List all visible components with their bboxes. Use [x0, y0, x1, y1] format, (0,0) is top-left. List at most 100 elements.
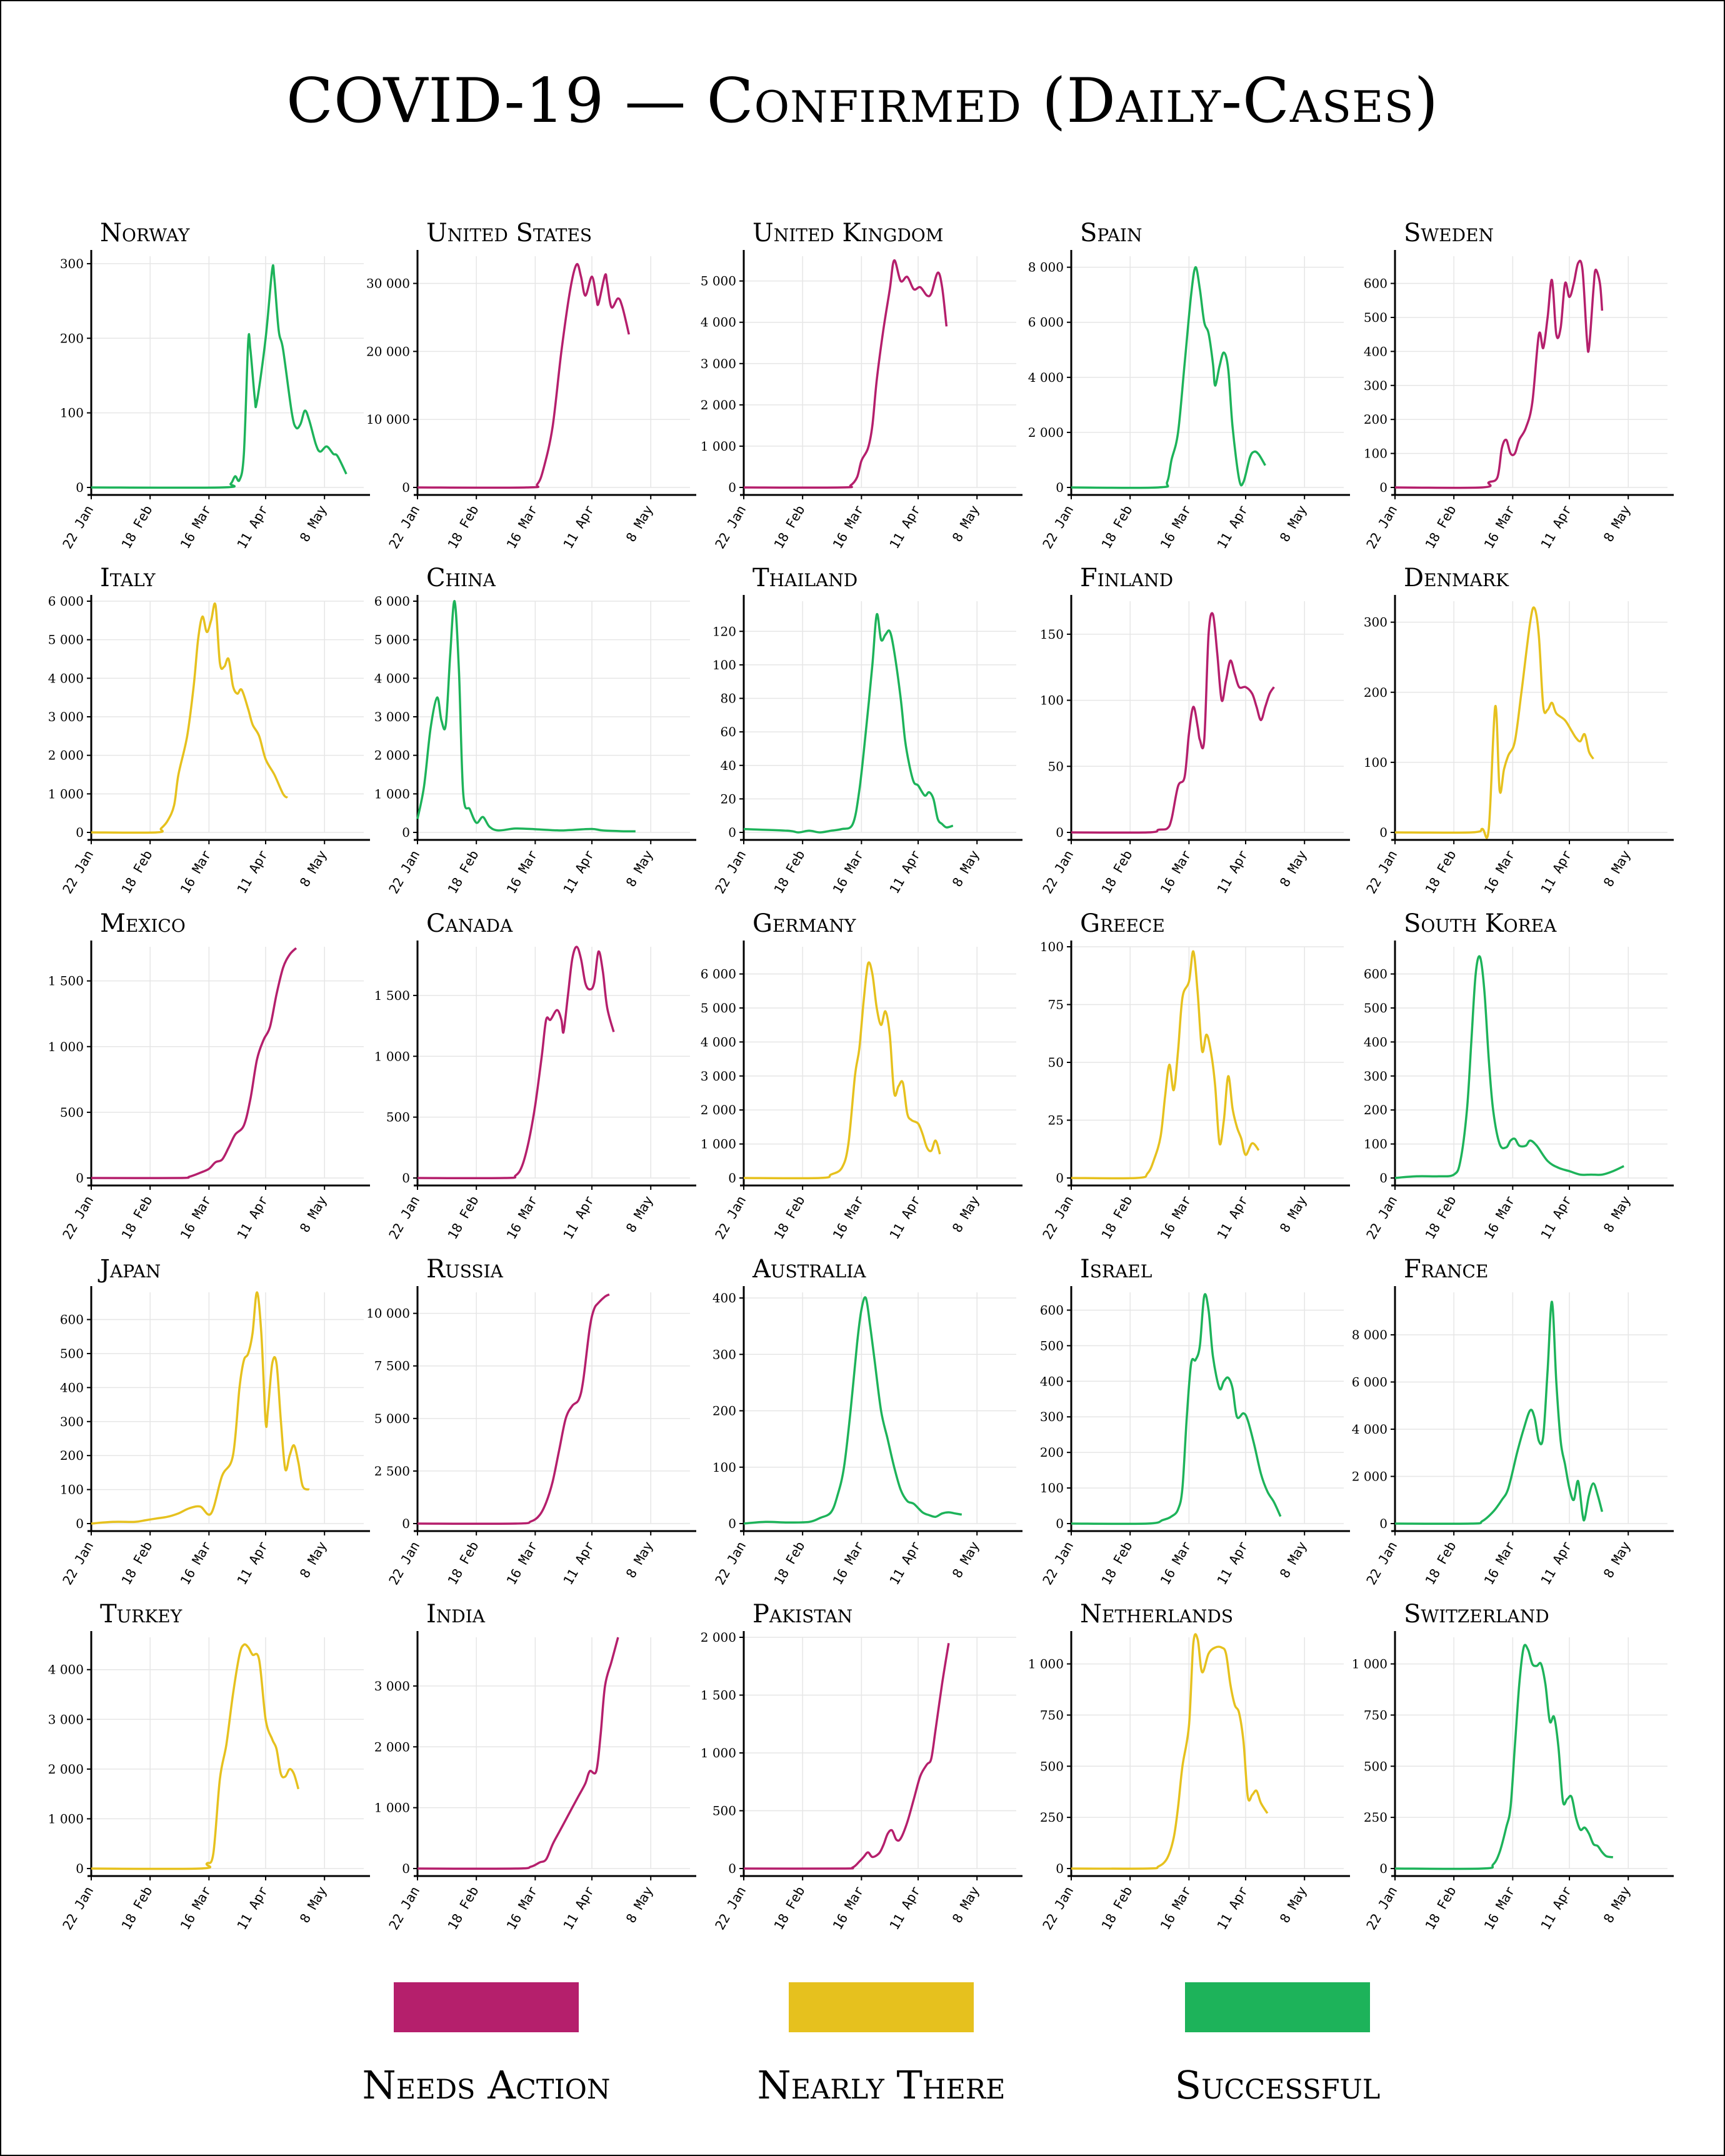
x-tick-label: 16 Mar: [1158, 503, 1194, 552]
y-tick-label: 2 000: [1028, 425, 1064, 440]
series-line-india: [417, 1637, 619, 1870]
series-line-thailand: [743, 613, 954, 834]
y-tick-label: 4 000: [48, 671, 84, 686]
y-tick-label: 300: [712, 1347, 736, 1362]
y-tick-label: 25: [1048, 1113, 1064, 1128]
panel-norway: Norway 0 100 200 300 22 Jan 18 Feb 16 Mar 11 Apr…: [60, 219, 370, 551]
y-tick-label: 500: [1364, 310, 1388, 325]
x-tick-label: 11 Apr: [1538, 1539, 1575, 1588]
x-tick-label: 18 Feb: [1422, 1884, 1459, 1933]
panel-pakistan: Pakistan 0 500 1 000 1 500 2 000 22 Jan 18 Feb 1…: [701, 1600, 1022, 1932]
x-tick-label: 16 Mar: [1158, 1194, 1194, 1242]
x-tick-label: 22 Jan: [1040, 1884, 1077, 1933]
x-tick-label: 18 Feb: [1422, 848, 1459, 897]
y-tick-label: 6 000: [374, 594, 410, 609]
panel-title: Switzerland: [1404, 1600, 1549, 1629]
y-tick-label: 600: [1040, 1302, 1064, 1317]
y-tick-label: 4 000: [701, 315, 736, 330]
y-tick-label: 100: [60, 1482, 84, 1497]
y-tick-label: 500: [1364, 1001, 1388, 1016]
y-tick-label: 1 000: [1028, 1657, 1064, 1672]
x-tick-label: 22 Jan: [386, 1884, 423, 1933]
y-tick-label: 0: [76, 1861, 84, 1876]
y-tick-label: 8 000: [1352, 1327, 1388, 1342]
series-line-norway: [91, 264, 348, 489]
y-tick-label: 60: [721, 724, 736, 739]
x-tick-label: 18 Feb: [119, 503, 156, 552]
x-tick-label: 22 Jan: [60, 1194, 97, 1242]
x-tick-label: 22 Jan: [60, 848, 97, 897]
panel-russia: Russia 0 2 500 5 000 7 500 10 000 22 Jan 18 Feb…: [366, 1255, 696, 1587]
y-tick-label: 400: [1364, 1034, 1388, 1049]
x-tick-label: 8 May: [1277, 1884, 1309, 1926]
y-tick-label: 40: [721, 758, 736, 773]
y-tick-label: 200: [1364, 1102, 1388, 1117]
y-tick-label: 0: [1379, 1516, 1388, 1531]
y-tick-label: 1 000: [701, 1745, 736, 1760]
panel-mexico: Mexico 0 500 1 000 1 500 22 Jan 18 Feb 16 Mar 11…: [48, 909, 370, 1242]
panel-italy: Italy 0 1 000 2 000 3 000 4 000 5 000 6 000 22 J…: [48, 564, 370, 896]
x-tick-label: 22 Jan: [1040, 848, 1077, 897]
y-tick-label: 0: [402, 825, 410, 840]
y-tick-label: 75: [1048, 997, 1064, 1012]
y-tick-label: 0: [76, 480, 84, 495]
y-tick-label: 400: [1040, 1374, 1064, 1389]
x-tick-label: 16 Mar: [830, 1884, 867, 1933]
x-tick-label: 8 May: [1601, 848, 1633, 890]
legend-label-needs-action: Needs Action: [362, 2062, 611, 2108]
x-tick-label: 11 Apr: [234, 1539, 271, 1588]
y-tick-label: 200: [1040, 1445, 1064, 1460]
y-tick-label: 500: [60, 1346, 84, 1361]
x-tick-label: 18 Feb: [445, 1194, 482, 1242]
x-tick-label: 11 Apr: [1214, 1884, 1251, 1933]
y-tick-label: 5 000: [374, 632, 410, 647]
series-line-pakistan: [743, 1643, 950, 1870]
y-tick-label: 30 000: [366, 276, 410, 291]
y-tick-label: 750: [1040, 1707, 1064, 1722]
y-tick-label: 10 000: [366, 412, 410, 427]
y-tick-label: 0: [402, 480, 410, 495]
x-tick-label: 18 Feb: [771, 503, 808, 552]
legend-swatch-successful: [1185, 1982, 1370, 2032]
x-tick-label: 16 Mar: [830, 503, 867, 552]
y-tick-label: 5 000: [374, 1411, 410, 1426]
panel-title: United Kingdom: [752, 219, 943, 247]
y-tick-label: 0: [1379, 1170, 1388, 1185]
panel-title: Norway: [100, 219, 190, 247]
y-tick-label: 0: [728, 1861, 736, 1876]
y-tick-label: 600: [1364, 967, 1388, 982]
y-tick-label: 3 000: [374, 709, 410, 724]
y-tick-label: 0: [402, 1516, 410, 1531]
y-tick-label: 250: [1364, 1810, 1388, 1825]
x-tick-label: 16 Mar: [178, 503, 214, 552]
y-tick-label: 0: [1056, 1861, 1064, 1876]
y-tick-label: 0: [76, 825, 84, 840]
x-tick-label: 22 Jan: [386, 848, 423, 897]
y-tick-label: 500: [386, 1110, 410, 1125]
panel-india: India 0 1 000 2 000 3 000 22 Jan 18 Feb 16 Mar 1…: [374, 1600, 696, 1932]
x-tick-label: 8 May: [297, 1884, 329, 1926]
y-tick-label: 4 000: [374, 671, 410, 686]
panel-canada: Canada 0 500 1 000 1 500 22 Jan 18 Feb 16 Mar 11…: [374, 909, 696, 1242]
series-line-spain: [1071, 266, 1266, 489]
x-tick-label: 8 May: [297, 1194, 329, 1235]
x-tick-label: 11 Apr: [1538, 848, 1575, 897]
x-tick-label: 22 Jan: [1040, 503, 1077, 552]
y-tick-label: 2 000: [48, 748, 84, 763]
y-tick-label: 4 000: [1352, 1422, 1388, 1437]
x-tick-label: 11 Apr: [234, 503, 271, 552]
y-tick-label: 600: [1364, 276, 1388, 291]
x-tick-label: 16 Mar: [1481, 1194, 1518, 1242]
y-tick-label: 4 000: [1028, 370, 1064, 385]
x-tick-label: 18 Feb: [119, 1884, 156, 1933]
series-line-switzerland: [1394, 1644, 1614, 1870]
x-tick-label: 8 May: [949, 503, 982, 545]
y-tick-label: 2 000: [1352, 1469, 1388, 1484]
panel-israel: Israel 0 100 200 300 400 500 600 22 Jan 18 Feb 16 …: [1040, 1255, 1350, 1587]
y-tick-label: 1 000: [374, 1800, 410, 1815]
y-tick-label: 500: [1040, 1338, 1064, 1353]
y-tick-label: 0: [402, 1170, 410, 1185]
panel-title: Sweden: [1404, 219, 1494, 247]
y-tick-label: 2 000: [701, 397, 736, 412]
